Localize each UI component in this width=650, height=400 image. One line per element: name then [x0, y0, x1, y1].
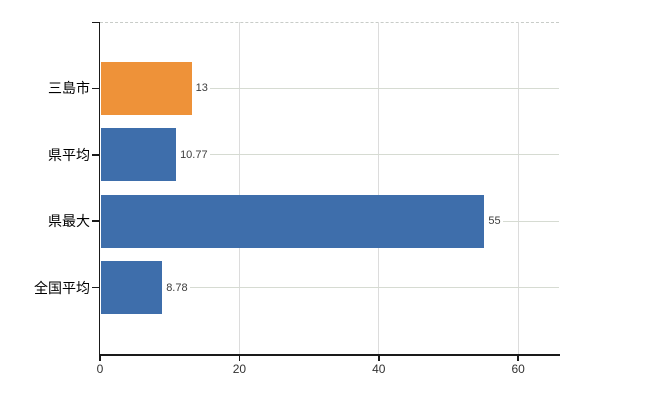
bar	[101, 128, 177, 182]
x-axis-tick	[517, 355, 519, 361]
y-axis-line	[98, 22, 100, 355]
y-axis-top-tick	[92, 21, 99, 23]
horizontal-gridline	[101, 87, 559, 89]
category-label: 県平均	[48, 146, 90, 163]
category-tick	[92, 286, 99, 289]
x-axis-tick-label: 60	[511, 362, 525, 376]
x-axis-tick-label: 0	[96, 362, 104, 376]
category-tick	[92, 87, 99, 90]
vertical-gridline	[238, 22, 240, 354]
horizontal-gridline	[101, 154, 559, 156]
x-axis-line	[98, 354, 560, 356]
value-label: 13	[191, 81, 210, 96]
category-label: 三島市	[48, 80, 90, 97]
x-axis-tick	[99, 355, 101, 361]
bar	[101, 261, 163, 315]
vertical-gridline	[517, 22, 519, 354]
category-label: 全国平均	[34, 279, 90, 296]
vertical-gridline	[378, 22, 380, 354]
x-axis-tick	[378, 355, 380, 361]
plot-top-border	[100, 22, 559, 23]
bar	[101, 61, 192, 115]
value-label: 55	[484, 214, 503, 229]
bar	[101, 194, 485, 248]
value-label: 10.77	[176, 147, 210, 162]
horizontal-gridline	[101, 287, 559, 289]
x-axis-tick-label: 20	[232, 362, 247, 376]
value-label: 8.78	[162, 280, 190, 295]
category-tick	[92, 154, 99, 156]
x-axis-tick-label: 40	[372, 362, 386, 376]
category-label: 県最大	[48, 213, 90, 230]
category-tick	[92, 220, 99, 222]
x-axis-tick	[238, 355, 241, 361]
